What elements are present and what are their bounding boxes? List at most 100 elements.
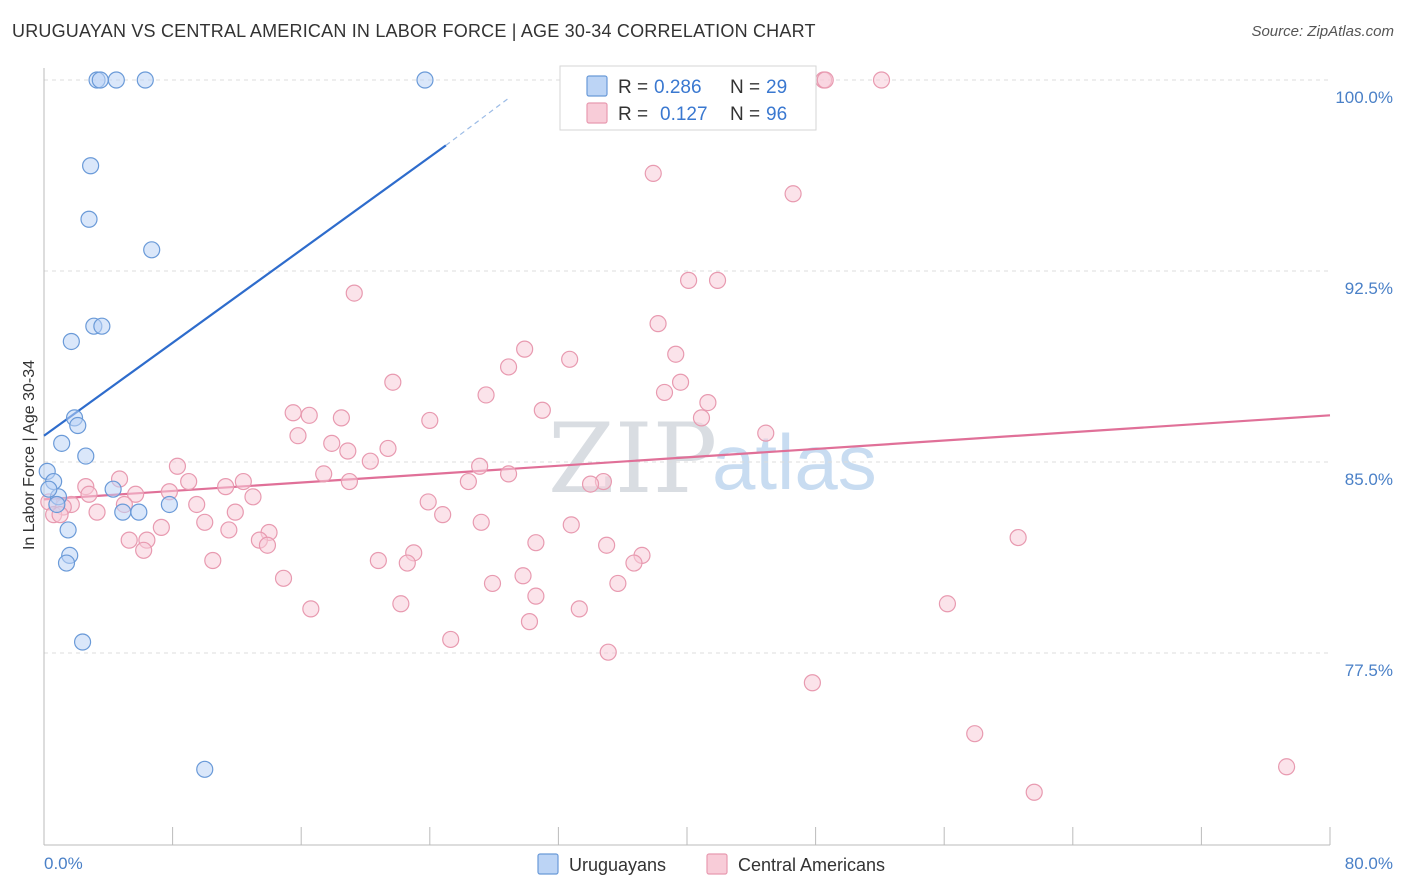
uruguayans-point-14 bbox=[77, 447, 95, 465]
legend-n-value-0: 29 bbox=[766, 77, 787, 98]
central-americans-point-54 bbox=[419, 493, 437, 511]
central-americans-point-88 bbox=[599, 643, 617, 661]
legend-n-label-1: N = bbox=[730, 104, 760, 125]
y-tick-label-1: 85.0% bbox=[1345, 470, 1393, 489]
y-tick-label-2: 92.5% bbox=[1345, 279, 1393, 298]
legend-swatch-uruguayans bbox=[586, 75, 608, 97]
central-americans-point-60 bbox=[152, 518, 170, 536]
legend-r-label-0: R = bbox=[618, 77, 648, 98]
legend-n-value-1: 96 bbox=[766, 104, 787, 125]
central-americans-point-4 bbox=[816, 71, 834, 89]
bottom-legend-swatch-uruguayans bbox=[537, 853, 559, 875]
legend-r-label-1: R = bbox=[618, 104, 648, 125]
central-americans-point-76 bbox=[625, 554, 643, 572]
y-axis-title: In Labor Force | Age 30-34 bbox=[21, 360, 38, 550]
central-americans-point-85 bbox=[938, 595, 957, 613]
uruguayans-point-3 bbox=[136, 71, 154, 89]
central-americans-point-90 bbox=[966, 725, 984, 743]
central-americans-point-55 bbox=[226, 503, 244, 521]
data-points bbox=[38, 71, 1296, 801]
central-americans-point-42 bbox=[217, 478, 235, 496]
central-americans-point-11 bbox=[516, 340, 534, 358]
central-americans-point-45 bbox=[127, 485, 145, 503]
central-americans-point-81 bbox=[527, 587, 545, 605]
legend-swatch-central-americans bbox=[586, 102, 608, 124]
trend-lines bbox=[43, 96, 1331, 501]
central-americans-point-13 bbox=[499, 358, 518, 376]
central-americans-point-17 bbox=[655, 383, 674, 402]
central-americans-point-28 bbox=[323, 434, 341, 452]
central-americans-point-3 bbox=[872, 71, 891, 89]
uruguayans-point-12 bbox=[69, 416, 87, 435]
y-tick-labels: 77.5% 85.0% 92.5% 100.0% bbox=[1335, 88, 1393, 680]
central-americans-point-7 bbox=[345, 284, 363, 302]
uruguayans-point-18 bbox=[104, 480, 122, 498]
x-tick-label-min: 0.0% bbox=[44, 854, 83, 873]
bottom-legend-swatch-central-americans bbox=[706, 853, 728, 875]
central-americans-point-32 bbox=[471, 457, 489, 475]
central-americans-point-87 bbox=[442, 630, 460, 649]
bottom-legend-label-uruguayans: Uruguayans bbox=[569, 855, 666, 875]
central-americans-point-5 bbox=[644, 164, 662, 182]
central-americans-point-57 bbox=[196, 513, 214, 531]
chart-title: URUGUAYAN VS CENTRAL AMERICAN IN LABOR F… bbox=[12, 21, 816, 41]
central-americans-point-34 bbox=[234, 472, 252, 491]
central-americans-point-48 bbox=[80, 485, 98, 503]
central-americans-point-69 bbox=[258, 536, 277, 554]
central-americans-point-84 bbox=[570, 600, 588, 618]
central-americans-point-31 bbox=[361, 452, 379, 470]
uruguayans-point-6 bbox=[80, 210, 98, 228]
uruguayans-point-9 bbox=[93, 317, 111, 335]
central-americans-point-22 bbox=[300, 406, 318, 424]
legend-r-value-1: 0.127 bbox=[660, 104, 708, 125]
central-americans-point-6 bbox=[784, 185, 802, 203]
uruguayans-point-10 bbox=[62, 332, 80, 351]
x-tick-labels: 0.0% 80.0% bbox=[44, 854, 1393, 873]
central-americans-point-89 bbox=[803, 674, 821, 692]
central-americans-point-35 bbox=[315, 465, 333, 483]
central-americans-point-29 bbox=[339, 442, 357, 460]
central-americans-point-15 bbox=[384, 373, 402, 391]
uruguayans-point-4 bbox=[416, 71, 434, 89]
central-americans-point-75 bbox=[398, 554, 416, 572]
central-americans-point-27 bbox=[757, 424, 775, 442]
central-americans-point-12 bbox=[561, 350, 579, 368]
central-americans-point-67 bbox=[598, 536, 616, 554]
central-americans-point-38 bbox=[499, 465, 518, 483]
watermark-zip: ZIP bbox=[548, 403, 717, 515]
central-americans-point-53 bbox=[188, 495, 206, 514]
central-americans-point-43 bbox=[244, 488, 262, 506]
central-americans-point-9 bbox=[708, 271, 727, 289]
central-americans-point-74 bbox=[369, 551, 387, 570]
uruguayans-point-7 bbox=[143, 241, 161, 259]
central-americans-point-70 bbox=[135, 541, 153, 559]
uruguayans-point-27 bbox=[40, 480, 58, 498]
y-tick-label-0: 77.5% bbox=[1345, 661, 1393, 680]
central-americans-point-73 bbox=[204, 551, 222, 570]
central-americans-point-16 bbox=[477, 386, 495, 404]
uruguayans-point-22 bbox=[130, 503, 148, 521]
uruguayans-point-25 bbox=[73, 633, 92, 651]
central-americans-point-79 bbox=[483, 574, 502, 593]
central-americans-point-30 bbox=[379, 439, 397, 458]
uruguayans-point-19 bbox=[160, 495, 178, 514]
central-americans-point-66 bbox=[527, 534, 545, 552]
watermark: ZIP atlas bbox=[548, 403, 877, 515]
central-americans-point-92 bbox=[1025, 783, 1043, 801]
bottom-legend: Uruguayans Central Americans bbox=[537, 853, 885, 875]
central-americans-point-14 bbox=[667, 345, 685, 363]
trend-line-central-americans bbox=[43, 414, 1331, 501]
legend: R = 0.286 N = 29 R = 0.127 N = 96 bbox=[559, 65, 817, 131]
uruguayans-point-26 bbox=[196, 760, 214, 778]
watermark-atlas: atlas bbox=[712, 418, 877, 506]
central-americans-point-18 bbox=[671, 373, 690, 391]
central-americans-point-24 bbox=[421, 411, 439, 430]
uruguayans-point-20 bbox=[59, 521, 77, 539]
central-americans-point-91 bbox=[1277, 758, 1296, 776]
central-americans-point-37 bbox=[459, 472, 477, 491]
source-label: Source: ZipAtlas.com bbox=[1251, 23, 1394, 40]
central-americans-point-82 bbox=[392, 595, 410, 613]
central-americans-point-40 bbox=[581, 475, 600, 493]
central-americans-point-77 bbox=[274, 569, 293, 587]
